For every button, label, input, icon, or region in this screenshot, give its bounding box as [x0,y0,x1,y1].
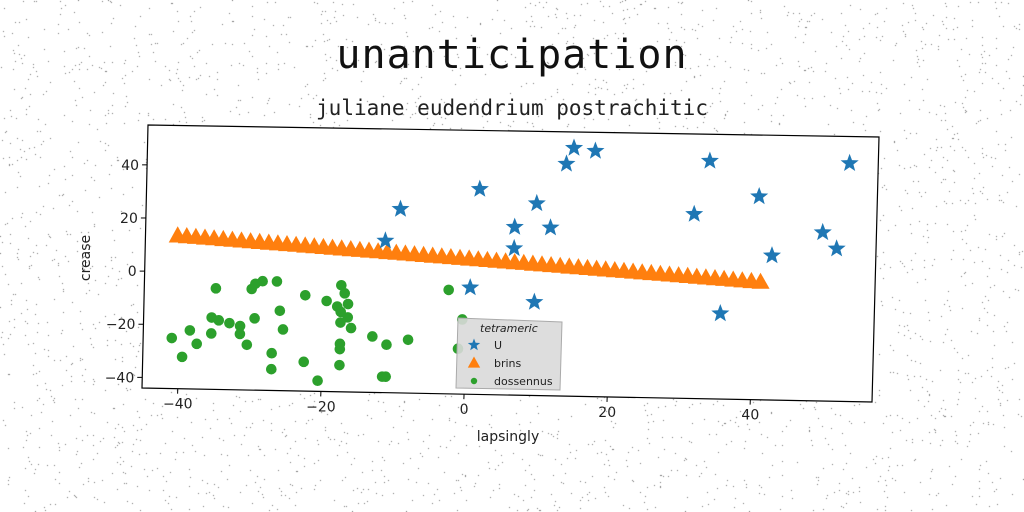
u-point [586,141,605,159]
legend-label-dossennus: dossennus [494,375,553,388]
dossennus-point [299,289,311,301]
dossennus-point [443,284,454,296]
plot-area: −40 −20 0 20 40 −40 −20 0 20 40 [105,124,880,424]
u-point [762,246,781,264]
legend-marker-brins [467,356,481,368]
dossennus-point [336,279,347,291]
u-point [711,304,730,322]
u-point [813,222,832,241]
u-point [470,179,489,197]
u-point [527,193,546,212]
x-tick-label: 40 [741,408,759,424]
legend-marker-dossennus [470,377,478,385]
dossennus-point [166,332,178,344]
u-point [565,138,584,156]
dossennus-point [277,324,289,335]
u-point [700,151,719,169]
u-point [505,238,524,257]
dossennus-point [234,328,246,340]
y-tick-label: −20 [106,317,136,333]
dossennus-point [271,276,283,287]
x-tick-label: −40 [163,397,193,413]
axis-ticks: −40 −20 0 20 40 −40 −20 0 20 40 [105,158,760,424]
dossennus-point [339,288,351,299]
u-point [461,278,480,296]
dossennus-point [335,317,346,328]
dossennus-point [257,275,268,287]
u-point [541,218,560,236]
dossennus-point [210,283,222,294]
dossennus-point [367,331,378,342]
dossennus-point [213,315,225,326]
u-point [391,199,410,217]
legend-marker-U [467,338,481,351]
dossennus-point [234,320,246,332]
legend-box [455,317,563,391]
legend-label-U: U [494,339,502,352]
dossennus-point [274,305,286,317]
u-point [840,153,859,171]
dossennus-point [298,356,310,368]
u-point [827,239,846,257]
dossennus-point [266,347,277,359]
u-point [557,154,576,172]
dossennus-point [176,351,188,363]
y-tick-label: 40 [121,158,139,174]
legend-label-brins: brins [494,357,522,370]
brins-point [751,272,770,289]
y-tick-label: −40 [105,370,135,386]
chart-title: unanticipation [336,32,688,78]
x-axis-label: lapsingly [477,429,539,445]
dossennus-point [345,322,357,334]
y-axis-label: crease [78,235,94,281]
x-tick-label: −20 [306,399,336,415]
u-point [750,187,769,205]
u-point [685,204,704,222]
dossennus-point [312,375,323,387]
dossennus-point [191,338,203,350]
y-tick-label: 0 [128,264,137,280]
u-point [505,217,524,235]
y-tick-label: 20 [120,211,138,227]
dossennus-point [342,298,354,310]
x-tick-label: 20 [598,405,616,421]
dossennus-point [224,317,235,329]
dossennus-point [381,339,392,351]
dossennus-point [334,359,345,371]
dossennus-point [266,363,277,375]
dossennus-point [402,334,414,346]
dossennus-point [321,295,332,307]
dossennus-point [184,325,196,336]
dossennus-point [205,328,217,339]
u-point [525,292,544,310]
dossennus-point [376,371,388,382]
legend-title: tetrameric [480,322,538,335]
dossennus-point [241,339,253,351]
dossennus-point [249,313,260,324]
chart-subtitle: juliane eudendrium postrachitic [316,96,708,120]
x-tick-label: 0 [460,402,469,418]
dossennus-point [334,343,346,355]
u-point [376,231,395,249]
